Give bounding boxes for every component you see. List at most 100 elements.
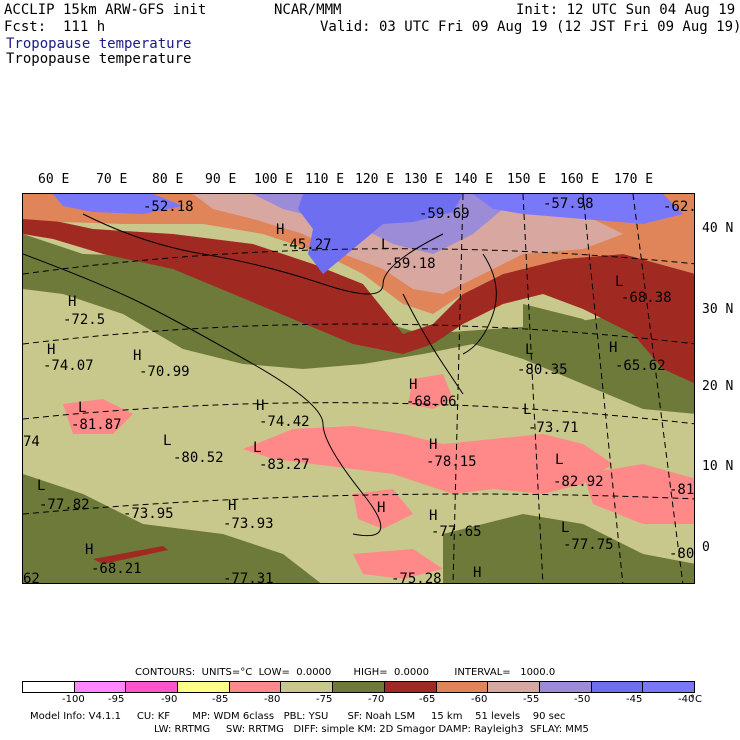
color-bar-cell (488, 682, 540, 692)
map-annotation: -68.38 (621, 290, 672, 306)
lat-line-30n (23, 248, 694, 275)
map-annotation: -77.82 (39, 497, 90, 513)
map-annotation: -81 (669, 482, 694, 498)
cold-patch-5 (353, 489, 413, 529)
color-bar-tick: -85 (212, 694, 229, 705)
lon-label-130e: 130 E (404, 172, 444, 187)
map-annotation: L (525, 342, 533, 358)
region-45 (298, 194, 463, 274)
lat-line-10n (23, 402, 694, 425)
map-annotation: -68.21 (91, 561, 142, 577)
map-annotation: H (429, 437, 437, 453)
region-70-southwest (23, 474, 321, 583)
color-bar-tick: -95 (108, 694, 125, 705)
lon-label-140e: 140 E (454, 172, 494, 187)
color-bar-tick: -70 (368, 694, 385, 705)
field-title-shaded: Tropopause temperature (6, 36, 192, 52)
map-annotation: -80 (669, 546, 694, 562)
map-annotation: L (523, 402, 531, 418)
model-title: ACCLIP 15km ARW-GFS init (4, 2, 207, 18)
color-bar-unit: °C (690, 694, 702, 705)
lon-label-170e: 170 E (614, 172, 654, 187)
color-bar-tick: -50 (574, 694, 591, 705)
lon-line-150e (582, 194, 624, 583)
forecast-hour: Fcst: 111 h (4, 19, 106, 35)
map-annotation: 74 (23, 434, 40, 450)
map-canvas: -52.18 -59.69 -57.98 -62.9 H -45.27 L -5… (23, 194, 695, 584)
coastline-japan (462, 253, 497, 355)
valid-time: Valid: 03 UTC Fri 09 Aug 19 (12 JST Fri … (320, 19, 740, 35)
map-annotation: -77.65 (431, 524, 482, 540)
map-annotation: H (47, 342, 55, 358)
init-time: Init: 12 UTC Sun 04 Aug 19 (516, 2, 736, 18)
lon-label-90e: 90 E (205, 172, 237, 187)
color-bar-cell (281, 682, 334, 692)
map-annotation: -81.87 (71, 417, 122, 433)
region-70-pacific (523, 304, 623, 374)
color-bar-tick: -100 (62, 694, 85, 705)
color-bar-cell (384, 682, 437, 692)
color-bar-cell (74, 682, 127, 692)
warm-streak (93, 546, 168, 564)
lon-label-70e: 70 E (96, 172, 128, 187)
color-bar (22, 681, 695, 693)
tropopause-temperature-map: -52.18 -59.69 -57.98 -62.9 H -45.27 L -5… (22, 193, 695, 584)
color-bar-tick: -55 (523, 694, 540, 705)
map-annotation: H (377, 500, 385, 516)
lon-label-150e: 150 E (507, 172, 547, 187)
color-bar-tick: -40 (678, 694, 695, 705)
lat-label-40n: 40 N (702, 221, 734, 236)
lon-label-100e: 100 E (254, 172, 294, 187)
color-bar-cell (178, 682, 230, 692)
map-annotation: -77.31 (223, 571, 274, 584)
cold-patch-2 (243, 426, 613, 494)
color-bar-tick: -45 (626, 694, 643, 705)
map-annotation: H (429, 508, 437, 524)
lon-line-130e (452, 194, 464, 583)
lat-label-30n: 30 N (702, 302, 734, 317)
map-annotation: H (276, 222, 284, 238)
color-bar-cell (643, 682, 694, 692)
map-annotation: -68.06 (406, 394, 457, 410)
coastline-1 (23, 253, 382, 537)
map-annotation: -62.9 (663, 199, 695, 215)
map-annotation: -78.15 (426, 454, 477, 470)
lat-line-0 (23, 493, 694, 515)
color-bar-cell (539, 682, 592, 692)
org-label: NCAR/MMM (274, 2, 342, 18)
color-bar-tick: -65 (419, 694, 436, 705)
map-annotation: H (473, 565, 481, 581)
map-annotation: H (228, 498, 236, 514)
model-info-line1: Model Info: V4.1.1 CU: KF MP: WDM 6class… (30, 711, 566, 722)
lat-label-10n: 10 N (702, 459, 734, 474)
map-annotation: L (78, 400, 86, 416)
model-info-line2: LW: RRTMG SW: RRTMG DIFF: simple KM: 2D … (154, 724, 589, 735)
cold-patch-6 (353, 549, 443, 579)
map-annotation: L (253, 440, 261, 456)
region-65 (23, 214, 694, 384)
map-annotation: -70.99 (139, 364, 190, 380)
color-bar-cell (333, 682, 385, 692)
field-title-contour: Tropopause temperature (6, 51, 192, 67)
lon-line-160e (632, 194, 684, 583)
map-annotation: -82.92 (553, 474, 604, 490)
contours-info: CONTOURS: UNITS=°C LOW= 0.0000 HIGH= 0.0… (135, 667, 556, 678)
map-annotation: -72.5 (63, 312, 105, 328)
cold-patch-1 (408, 374, 453, 409)
lat-label-20n: 20 N (702, 379, 734, 394)
lon-label-80e: 80 E (152, 172, 184, 187)
map-annotation: -65.62 (615, 358, 666, 374)
map-annotation: -80.52 (173, 450, 224, 466)
map-annotation: L (555, 452, 563, 468)
map-annotation: -73.95 (123, 506, 174, 522)
map-annotation: H (68, 294, 76, 310)
border-line (82, 213, 444, 295)
lat-line-20n (23, 323, 694, 345)
map-annotation: -73.93 (223, 516, 274, 532)
map-annotation: -73.71 (528, 420, 579, 436)
color-bar-tick: -80 (264, 694, 281, 705)
lon-label-110e: 110 E (305, 172, 345, 187)
map-annotation: L (163, 433, 171, 449)
map-annotation: L (381, 237, 389, 253)
map-annotation: -80.35 (517, 362, 568, 378)
